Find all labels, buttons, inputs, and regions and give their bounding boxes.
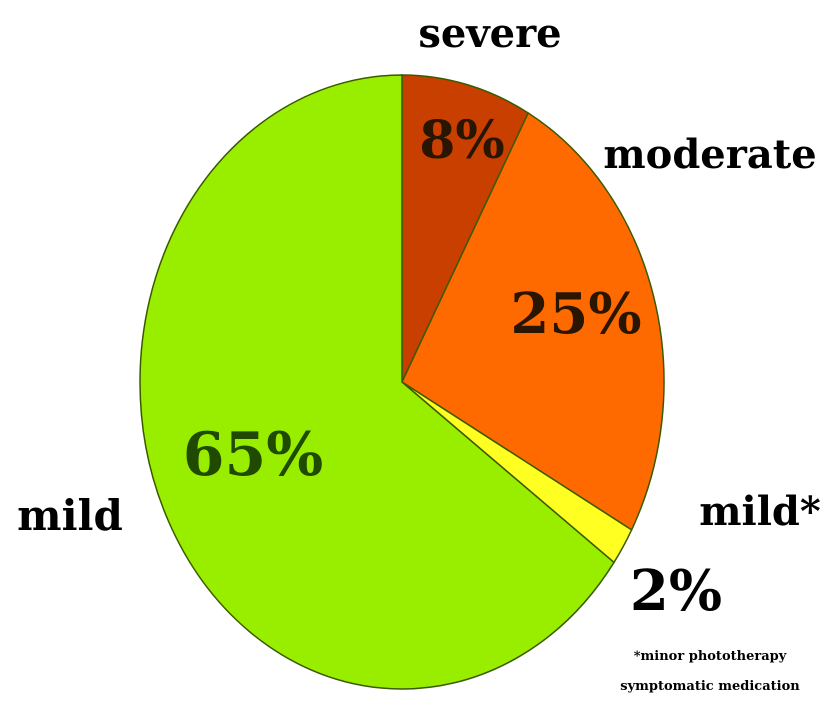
category-label-mild: mild [17,491,123,540]
category-label-moderate: moderate [603,131,816,178]
value-label-mild-star: 2% [630,558,722,624]
pie-slice-severe [401,74,530,383]
footnote-line-1: *minor phototherapy [634,649,787,664]
value-label-moderate: 25% [510,281,641,347]
pie-slices [139,74,665,690]
value-label-severe: 8% [419,110,505,171]
category-label-severe: severe [418,10,561,57]
pie-slice-mild [139,74,615,690]
footnote-line-2: symptomatic medication [620,679,800,694]
pie-slice-moderate [401,111,665,531]
value-label-mild: 65% [183,420,324,490]
category-label-mild-star: mild* [699,488,821,535]
